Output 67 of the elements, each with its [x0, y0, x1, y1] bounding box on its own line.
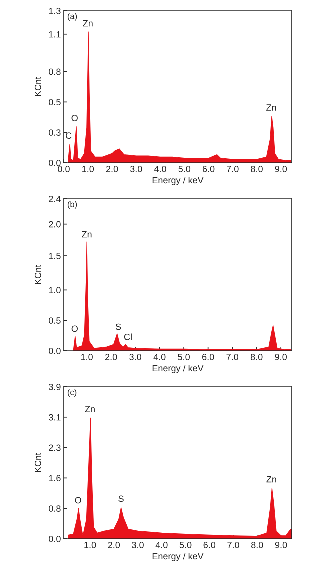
x-tick-label: 1.0 [81, 354, 93, 360]
x-tick-label: 8.0 [250, 354, 263, 360]
x-tick-label: 4.0 [156, 542, 168, 548]
y-tick-label: 0.3 [49, 130, 61, 136]
x-tick-label: 9.0 [275, 542, 288, 548]
x-tick-label: 3.0 [130, 354, 142, 360]
y-tick-label: 3.9 [49, 384, 61, 390]
annotation: (b) [68, 201, 78, 210]
y-axis-title: KCnt [34, 77, 42, 96]
y-tick-label: 0.0 [49, 160, 61, 166]
x-tick-label: 4.0 [154, 166, 166, 172]
annotation: O [72, 115, 78, 122]
y-tick-label: 3.1 [49, 414, 61, 421]
x-tick-label: 5.0 [178, 354, 190, 360]
annotation: O [75, 497, 82, 504]
x-axis-title: Energy / keV [152, 176, 204, 186]
x-tick-label: 9.0 [275, 354, 288, 360]
y-tick-label: 0.5 [49, 318, 61, 324]
y-tick-label: 1.3 [49, 8, 61, 14]
y-tick-label: 1.5 [49, 253, 61, 260]
annotation: O [72, 326, 78, 332]
annotation: C [66, 132, 72, 139]
y-tick-label: 0.0 [49, 536, 61, 542]
x-tick-label: 4.0 [154, 354, 166, 360]
x-tick-label: 8.0 [252, 542, 264, 548]
annotation: Zn [83, 20, 93, 27]
y-axis-title: KCnt [34, 265, 42, 284]
annotation: (a) [68, 13, 78, 22]
x-tick-label: 9.0 [275, 166, 288, 172]
y-tick-label: 0.5 [49, 99, 61, 106]
x-tick-label: 8.0 [251, 166, 263, 172]
y-tick-label: 2.0 [49, 221, 61, 228]
y-tick-label: 0.0 [49, 348, 61, 354]
x-tick-label: 5.0 [178, 166, 191, 172]
x-tick-label: 3.0 [130, 166, 142, 172]
x-tick-label: 7.0 [228, 542, 240, 548]
annotation: Cl [124, 334, 132, 340]
x-tick-label: 3.0 [132, 542, 144, 548]
annotation: (c) [68, 389, 77, 398]
annotation: S [118, 496, 124, 502]
annotation: S [116, 324, 122, 330]
x-tick-label: 7.0 [227, 166, 239, 172]
y-tick-label: 2.4 [49, 196, 61, 202]
y-axis-title: KCnt [34, 453, 42, 472]
x-tick-label: 2.0 [106, 166, 118, 172]
x-tick-label: 7.0 [226, 354, 238, 360]
x-tick-label: 0.0 [58, 166, 70, 172]
annotation: Zn [266, 476, 276, 483]
x-tick-label: 5.0 [180, 542, 192, 548]
annotation: Zn [266, 104, 276, 111]
y-tick-label: 1.6 [49, 475, 61, 482]
y-tick-label: 1.0 [49, 287, 61, 294]
x-axis-title: Energy / keV [152, 552, 204, 562]
annotation: Zn [82, 231, 92, 238]
x-tick-label: 2.0 [105, 354, 118, 360]
y-tick-label: 2.3 [49, 444, 61, 452]
y-tick-label: 1.1 [49, 31, 61, 38]
x-tick-label: 6.0 [202, 166, 215, 172]
x-tick-label: 6.0 [202, 354, 214, 360]
y-tick-label: 0.8 [49, 506, 61, 512]
x-tick-label: 6.0 [204, 542, 216, 548]
x-tick-label: 1.0 [84, 542, 96, 548]
y-tick-label: 0.8 [49, 68, 61, 76]
x-tick-label: 2.0 [108, 542, 120, 548]
annotation: Zn [85, 406, 95, 412]
x-axis-title: Energy / keV [152, 364, 204, 374]
x-tick-label: 1.0 [82, 166, 94, 172]
